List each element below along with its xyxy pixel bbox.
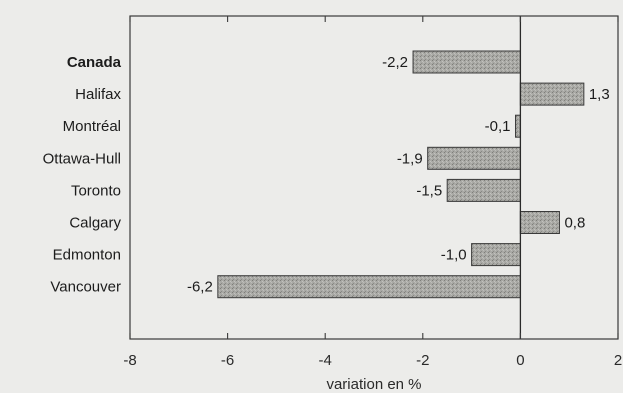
category-label-halifax: Halifax [75,86,121,103]
category-label-calgary: Calgary [69,215,121,232]
plot-frame [129,15,619,340]
value-label-calgary: 0,8 [564,215,585,232]
x-tick-label-3: -2 [416,352,429,369]
x-tick-label-4: 0 [516,352,524,369]
value-label-vancouver: -6,2 [187,279,213,296]
value-label-canada: -2,2 [382,54,408,71]
bar-montreal [515,114,521,138]
x-tick-label-5: 2 [614,352,622,369]
value-label-ottawa-hull: -1,9 [397,150,423,167]
bars-layer [217,50,585,299]
value-label-toronto: -1,5 [416,182,442,199]
bar-halifax [519,82,585,106]
category-label-vancouver: Vancouver [50,279,121,296]
x-axis-title: variation en % [326,376,421,393]
x-tick-label-1: -6 [221,352,234,369]
category-label-montreal: Montréal [63,118,121,135]
category-label-ottawa-hull: Ottawa-Hull [43,150,121,167]
value-label-edmonton: -1,0 [441,247,467,264]
x-tick-label-2: -4 [319,352,332,369]
bar-calgary [519,211,560,234]
x-axis: -8 -6 -4 -2 0 2 [123,16,622,369]
labels-layer: Canada -2,2 Halifax 1,3 Montréal -0,1 Ottawa-H… [43,54,610,296]
bar-toronto [446,178,521,202]
category-label-edmonton: Edmonton [53,247,121,264]
bar-edmonton [471,243,521,267]
bar-ottawa-hull [427,146,521,170]
category-label-toronto: Toronto [71,182,121,199]
x-tick-label-0: -8 [123,352,136,369]
bar-vancouver [217,275,521,299]
value-label-montreal: -0,1 [485,118,511,135]
bar-canada [412,50,521,74]
value-label-halifax: 1,3 [589,86,610,103]
category-label-canada: Canada [67,54,122,71]
